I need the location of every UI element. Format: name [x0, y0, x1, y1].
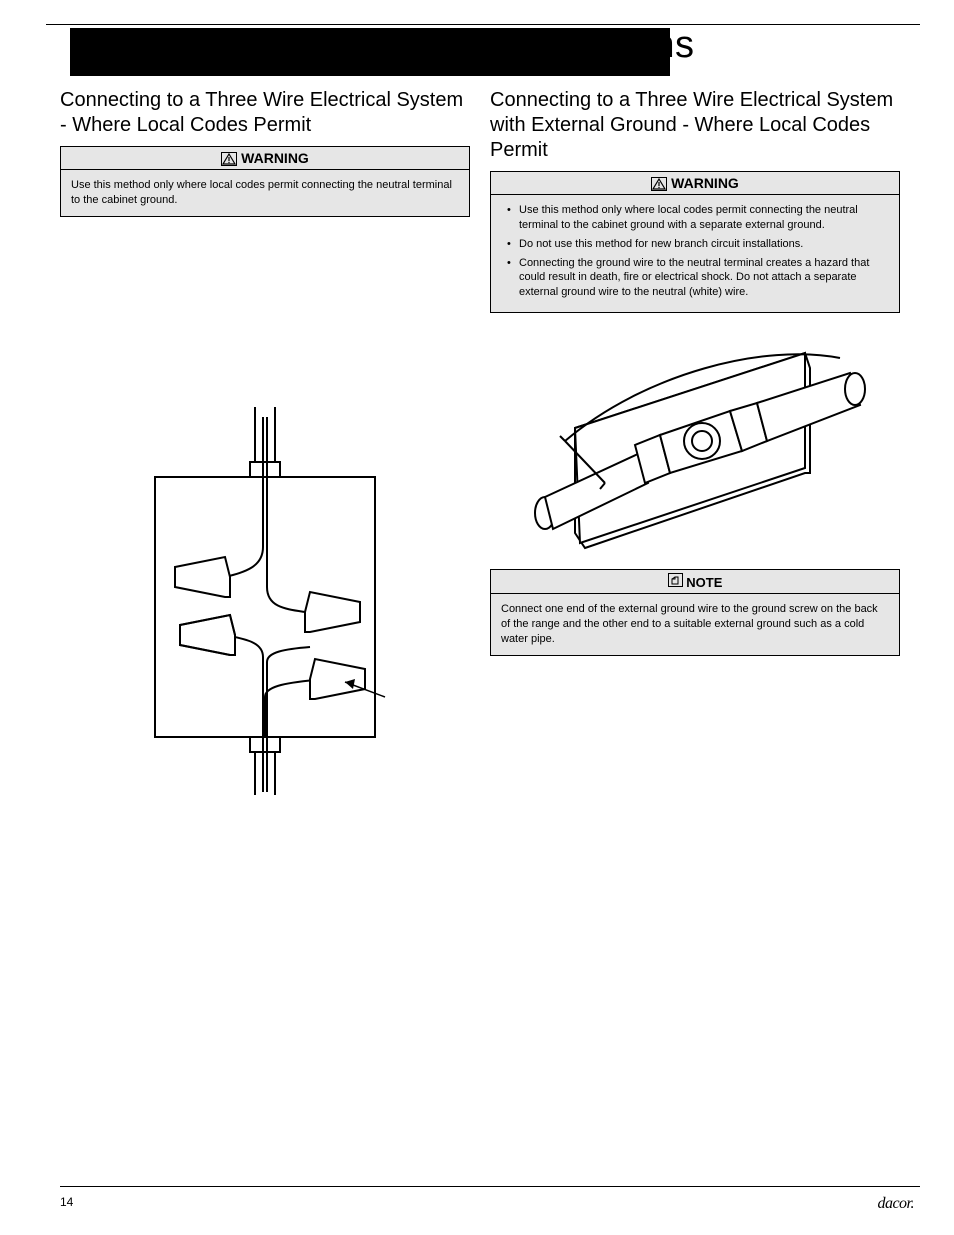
left-column: Connecting to a Three Wire Electrical Sy… [60, 88, 470, 797]
page-number: 14 [60, 1195, 73, 1209]
left-warning-body: Use this method only where local codes p… [61, 170, 469, 216]
left-warning-box: WARNING Use this method only where local… [60, 146, 470, 217]
right-warn-item: Connecting the ground wire to the neutra… [507, 256, 889, 301]
left-heading: Connecting to a Three Wire Electrical Sy… [60, 88, 470, 138]
right-warn-item: Use this method only where local codes p… [507, 203, 889, 233]
right-warning-label: WARNING [671, 175, 739, 191]
right-warning-box: WARNING Use this method only where local… [490, 171, 900, 313]
brand-logo: dacor. [877, 1195, 914, 1213]
right-note-body: Connect one end of the external ground w… [491, 594, 899, 655]
right-note-label: NOTE [686, 575, 722, 590]
note-icon [668, 573, 683, 587]
left-warning-header: WARNING [61, 147, 469, 170]
junction-box-diagram [115, 397, 415, 797]
right-warning-body: Use this method only where local codes p… [491, 195, 899, 312]
left-diagram [60, 397, 470, 797]
right-note-header: NOTE [491, 570, 899, 594]
right-warn-item: Do not use this method for new branch ci… [507, 237, 889, 252]
warning-icon [651, 177, 667, 191]
ground-clamp-diagram [505, 333, 885, 563]
right-column: Connecting to a Three Wire Electrical Sy… [490, 88, 900, 656]
right-warning-header: WARNING [491, 172, 899, 195]
left-warning-label: WARNING [241, 150, 309, 166]
right-diagram [490, 333, 900, 563]
footer-rule [60, 1186, 920, 1187]
right-note-box: NOTE Connect one end of the external gro… [490, 569, 900, 656]
page-title: Installation Instructions [70, 24, 920, 67]
warning-icon [221, 152, 237, 166]
right-heading: Connecting to a Three Wire Electrical Sy… [490, 88, 900, 163]
